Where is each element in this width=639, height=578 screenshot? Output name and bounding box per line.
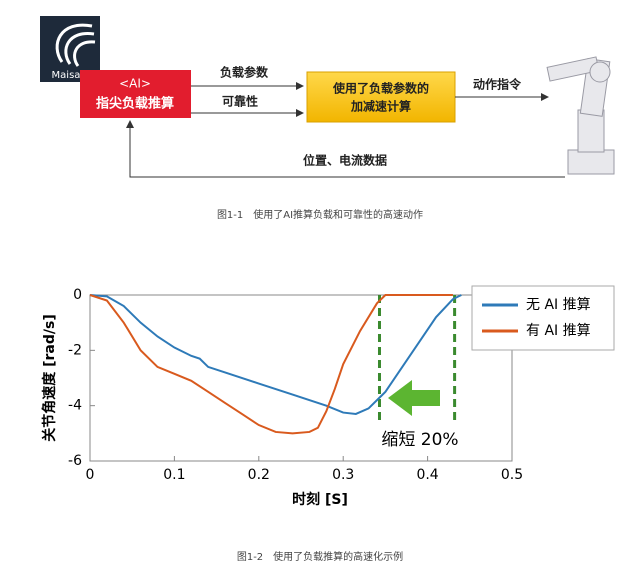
x-tick-label: 0.2	[248, 467, 270, 483]
arrow-label: 可靠性	[222, 94, 258, 109]
arrow-label: 负载参数	[220, 65, 269, 80]
x-tick-label: 0.4	[416, 467, 438, 483]
series-line	[89, 294, 453, 435]
x-tick-label: 0.5	[501, 467, 523, 483]
shorten-arrow	[388, 380, 440, 416]
x-tick-label: 0.1	[163, 467, 185, 483]
ai-tag: <AI>	[119, 77, 151, 91]
arrow-label: 动作指令	[473, 77, 522, 92]
ai-box	[80, 70, 191, 118]
y-tick-label: -4	[68, 398, 82, 414]
calc-label: 加减速计算	[350, 99, 411, 114]
plot-frame	[89, 294, 513, 462]
legend	[471, 285, 615, 351]
ai-label: 指尖负载推算	[96, 96, 174, 112]
feedback-arrow	[126, 120, 565, 178]
x-tick-label: 0.3	[332, 467, 354, 483]
y-axis-label: 关节角速度 [rad/s]	[41, 314, 58, 442]
calc-box	[306, 71, 456, 123]
chart: 时刻 [S] 关节角速度 [rad/s] 缩短 20% 图1-2 使用了负载推算…	[41, 285, 615, 563]
logo: Maisart	[40, 16, 100, 82]
caption: 图1-2 使用了负载推算的高速化示例	[237, 550, 403, 563]
x-tick-label: 0	[86, 467, 95, 483]
annotation: 缩短 20%	[381, 430, 458, 450]
y-tick-label: -6	[68, 453, 82, 469]
calc-label: 使用了负载参数的	[332, 81, 429, 96]
x-axis-label: 时刻 [S]	[292, 491, 348, 508]
series-line	[89, 294, 462, 415]
legend-label: 无 AI 推算	[526, 297, 591, 313]
logo-text: Maisart	[52, 70, 89, 81]
caption: 图1-1 使用了AI推算负载和可靠性的高速动作	[217, 208, 423, 221]
feedback-label: 位置、电流数据	[303, 153, 387, 168]
y-tick-label: 0	[73, 287, 82, 303]
robot	[546, 56, 615, 175]
y-tick-label: -2	[68, 342, 82, 358]
legend-label: 有 AI 推算	[526, 323, 591, 339]
